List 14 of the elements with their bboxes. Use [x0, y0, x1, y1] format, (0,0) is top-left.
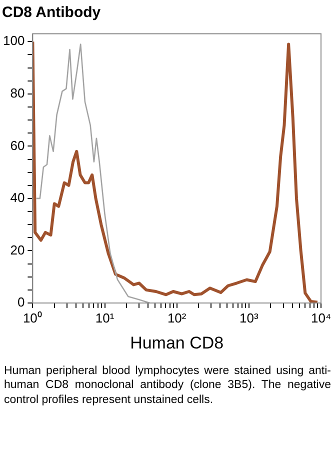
y-tick-label: 60	[10, 138, 25, 153]
x-tick-label: 10³	[240, 310, 259, 326]
y-tick-label: 20	[10, 242, 25, 258]
x-tick-label: 10²	[167, 310, 187, 326]
x-tick-label: 10⁰	[22, 310, 42, 326]
y-tick-label: 40	[10, 190, 25, 206]
text: Human peripheral blood lymphocytes were stained using anti-human CD8 monoclonal antibody (clone 3B5). The negative control profiles represent unstained cells.	[3, 364, 332, 408]
y-tick-label: 0	[17, 294, 25, 310]
x-tick-label: 10⁴	[310, 310, 332, 326]
y-tick-label: 100	[2, 33, 25, 48]
y-tick-label: 80	[10, 85, 25, 100]
x-axis-title: Human CD8	[130, 333, 224, 352]
x-tick-label: 10¹	[95, 310, 115, 326]
chart-title: CD8 Antibody	[1, 3, 102, 23]
